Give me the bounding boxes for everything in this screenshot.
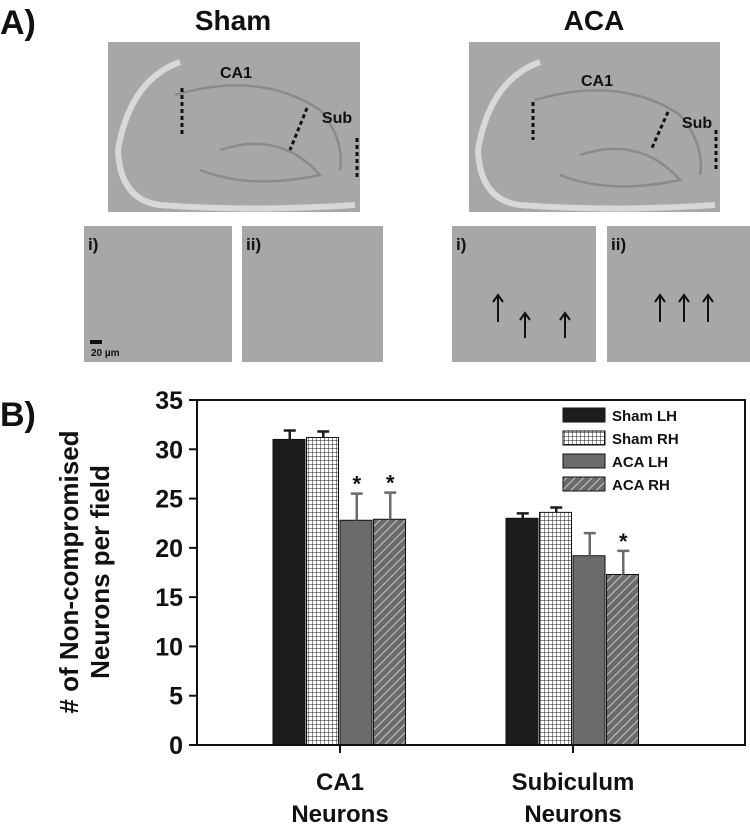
bar <box>539 511 572 746</box>
legend-swatch <box>562 453 606 469</box>
group-title: Sham <box>195 5 271 36</box>
panel-label: B) <box>0 396 36 434</box>
scale-bar-label: 20 µm <box>91 348 120 359</box>
region-label: Sub <box>322 110 352 127</box>
y-tick-label: 10 <box>155 633 183 661</box>
scale-bar <box>90 340 102 344</box>
arrows <box>492 293 714 338</box>
legend-swatch <box>562 476 606 492</box>
bar <box>505 517 539 746</box>
error-bar <box>283 429 296 440</box>
inset-image <box>242 226 383 362</box>
inset-label: ii) <box>611 235 626 254</box>
error-bar <box>550 506 563 513</box>
significance-label: * <box>619 529 628 554</box>
x-tick-label: CA1 <box>316 769 364 796</box>
x-tick-label: Subiculum <box>512 769 635 796</box>
legend-label: ACA LH <box>612 454 668 471</box>
panel-a: A) Sham ACA CA1 Sub CA1 Sub i) ii) i) ii… <box>0 4 750 362</box>
inset-label: i) <box>88 235 98 254</box>
error-bar <box>617 549 630 575</box>
x-tick-label: Neurons <box>524 801 621 827</box>
error-bar <box>317 430 330 438</box>
legend-label: Sham RH <box>612 431 679 448</box>
y-tick-label: 5 <box>169 683 183 711</box>
error-bar <box>384 491 397 520</box>
y-tick-label: 35 <box>155 387 183 415</box>
region-label: CA1 <box>581 73 613 90</box>
error-bar <box>516 512 529 519</box>
bar <box>572 555 606 746</box>
legend-swatch <box>562 430 606 446</box>
significance-label: * <box>386 471 395 496</box>
region-label: Sub <box>682 115 712 132</box>
bar <box>272 438 306 746</box>
y-tick-label: 25 <box>155 486 183 514</box>
error-bar <box>350 492 363 521</box>
legend-swatch <box>562 407 606 423</box>
y-axis-label: # of Non-compromised <box>54 430 84 713</box>
panel-label: A) <box>0 4 36 42</box>
y-tick-label: 15 <box>155 584 183 612</box>
bar <box>306 436 339 746</box>
inset-image <box>84 226 232 362</box>
y-axis-label: Neurons per field <box>85 465 115 679</box>
legend-label: Sham LH <box>612 408 677 425</box>
significance-label: * <box>352 472 361 497</box>
y-tick-label: 0 <box>169 732 183 760</box>
inset-label: i) <box>456 235 466 254</box>
inset-image <box>452 226 596 362</box>
inset-image <box>607 226 750 362</box>
legend-label: ACA RH <box>612 477 670 494</box>
micrograph <box>469 42 720 212</box>
micrograph <box>108 42 360 212</box>
y-tick-label: 20 <box>155 535 183 563</box>
y-tick-label: 30 <box>155 436 183 464</box>
group-title: ACA <box>564 5 625 36</box>
bar <box>606 573 639 746</box>
region-label: CA1 <box>220 65 252 82</box>
bar <box>339 519 373 746</box>
bar <box>373 518 406 746</box>
inset-label: ii) <box>246 235 261 254</box>
plot-frame <box>196 399 746 746</box>
x-tick-label: Neurons <box>291 801 388 827</box>
error-bar <box>583 531 596 556</box>
